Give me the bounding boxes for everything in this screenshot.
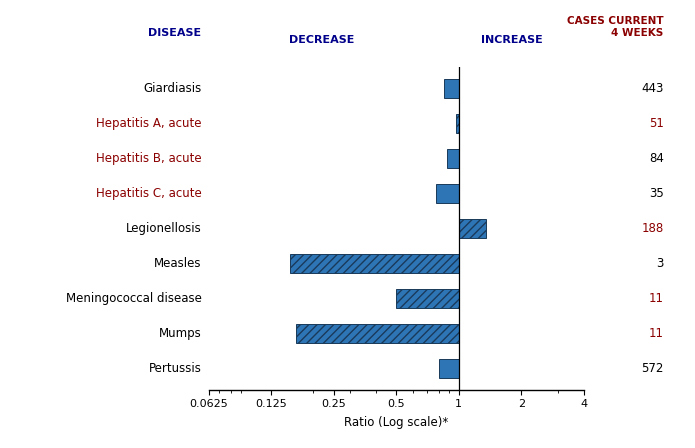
Text: 84: 84	[649, 152, 664, 165]
Text: Hepatitis C, acute: Hepatitis C, acute	[96, 187, 202, 200]
Bar	[396, 289, 459, 308]
Text: CASES CURRENT
4 WEEKS: CASES CURRENT 4 WEEKS	[567, 16, 664, 38]
Bar	[296, 324, 459, 343]
Text: DECREASE: DECREASE	[289, 35, 354, 45]
Text: DISEASE: DISEASE	[149, 28, 202, 38]
Text: Hepatitis A, acute: Hepatitis A, acute	[96, 117, 202, 130]
Text: Measles: Measles	[154, 257, 202, 270]
Text: Meningococcal disease: Meningococcal disease	[65, 292, 202, 305]
Text: 51: 51	[649, 117, 664, 130]
Text: 443: 443	[641, 82, 664, 95]
Text: 572: 572	[641, 362, 664, 375]
Text: 35: 35	[649, 187, 664, 200]
Text: 11: 11	[648, 292, 664, 305]
Bar	[456, 114, 459, 133]
Text: Legionellosis: Legionellosis	[126, 222, 202, 235]
Text: 188: 188	[641, 222, 664, 235]
Text: Pertussis: Pertussis	[149, 362, 202, 375]
Bar	[436, 184, 459, 203]
Text: Hepatitis B, acute: Hepatitis B, acute	[96, 152, 202, 165]
Text: Mumps: Mumps	[158, 327, 202, 340]
Bar	[459, 219, 486, 238]
Bar	[447, 149, 459, 168]
X-axis label: Ratio (Log scale)*: Ratio (Log scale)*	[344, 417, 448, 430]
Text: 11: 11	[648, 327, 664, 340]
Bar	[291, 254, 459, 273]
Text: Giardiasis: Giardiasis	[143, 82, 202, 95]
Bar	[444, 78, 459, 98]
Text: INCREASE: INCREASE	[481, 35, 543, 45]
Text: 3: 3	[656, 257, 664, 270]
Bar	[439, 359, 459, 379]
